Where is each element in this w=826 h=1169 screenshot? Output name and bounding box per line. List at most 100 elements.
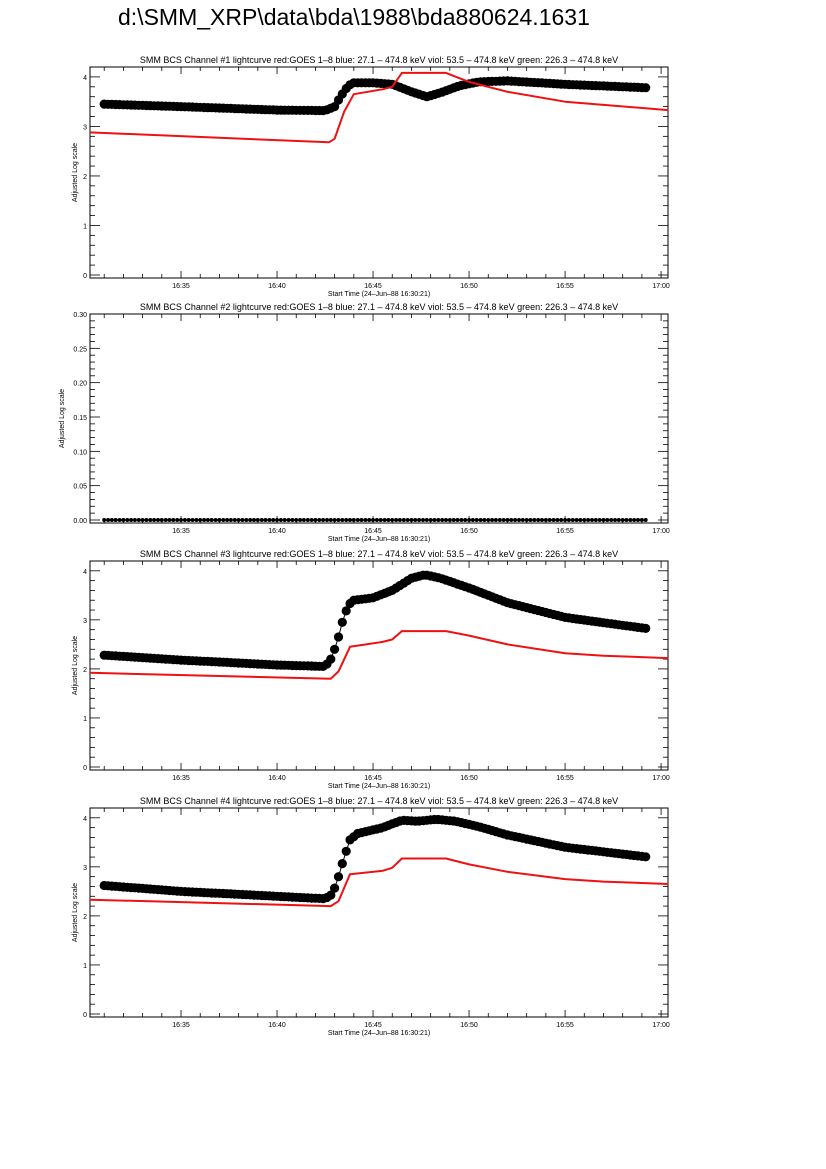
x-tick-label: 16:55	[556, 775, 574, 782]
bcs-data-point	[532, 518, 537, 522]
bcs-data-point	[641, 623, 651, 634]
bcs-data-point	[156, 518, 160, 522]
bcs-data-point	[202, 518, 207, 522]
bcs-data-point	[221, 518, 226, 522]
bcs-data-point	[271, 518, 276, 522]
bcs-data-point	[540, 518, 544, 522]
bcs-data-point	[363, 518, 368, 522]
bcs-data-point	[248, 518, 253, 522]
y-axis-label: Adjusted Log scale	[72, 883, 79, 942]
bcs-data-point	[129, 518, 134, 522]
bcs-data-point	[252, 518, 256, 522]
bcs-data-point	[240, 518, 245, 522]
bcs-data-point	[424, 518, 429, 522]
bcs-data-point	[102, 518, 107, 522]
bcs-data-point	[490, 518, 495, 522]
bcs-data-point	[455, 518, 460, 522]
panel-1: SMM BCS Channel #1 lightcurve red:GOES 1…	[72, 55, 670, 298]
y-tick-label: 0	[83, 273, 87, 280]
bcs-data-point	[432, 518, 437, 522]
x-tick-label: 16:45	[364, 283, 382, 290]
bcs-data-point	[336, 518, 341, 522]
bcs-data-point	[326, 654, 336, 664]
bcs-data-point	[563, 518, 568, 522]
bcs-data-point	[290, 518, 295, 522]
bcs-data-point	[505, 518, 510, 522]
bcs-data-point	[159, 518, 164, 522]
x-tick-label: 16:40	[268, 528, 286, 535]
bcs-data-point	[390, 518, 395, 522]
x-tick-label: 16:40	[268, 775, 286, 782]
bcs-data-point	[117, 518, 122, 522]
y-tick-label: 4	[83, 816, 87, 823]
bcs-data-point	[333, 632, 344, 642]
x-tick-label: 16:45	[364, 775, 382, 782]
bcs-data-point	[520, 518, 525, 522]
bcs-data-point	[417, 518, 422, 522]
y-tick-label: 2	[83, 174, 87, 181]
bcs-data-point	[355, 518, 360, 522]
bcs-data-point	[125, 518, 130, 522]
bcs-data-point	[152, 518, 157, 522]
bcs-data-point	[330, 644, 340, 654]
bcs-data-point	[171, 518, 176, 522]
bcs-data-point	[643, 518, 648, 522]
panel-title: SMM BCS Channel #4 lightcurve red:GOES 1…	[140, 796, 618, 806]
y-axis-label: Adjusted Log scale	[59, 389, 66, 448]
bcs-data-point	[470, 518, 475, 522]
bcs-data-point	[409, 518, 414, 522]
goes-series-line	[89, 630, 669, 680]
x-tick-label: 16:50	[460, 775, 478, 782]
bcs-data-point	[337, 859, 347, 869]
bcs-data-point	[340, 518, 345, 522]
bcs-data-point	[524, 518, 529, 522]
bcs-data-point	[386, 518, 391, 522]
bcs-data-point	[213, 518, 218, 522]
bcs-data-point	[401, 518, 406, 522]
panel-4: SMM BCS Channel #4 lightcurve red:GOES 1…	[72, 796, 670, 1037]
bcs-data-point	[447, 518, 452, 522]
bcs-data-point	[359, 518, 364, 522]
bcs-data-point	[463, 518, 468, 522]
y-tick-label: 1	[83, 716, 87, 723]
bcs-data-point	[428, 518, 433, 522]
x-tick-label: 16:45	[364, 528, 382, 535]
bcs-data-point	[421, 518, 425, 522]
x-tick-label: 16:55	[556, 1022, 574, 1029]
bcs-data-point	[616, 518, 621, 522]
bcs-data-point	[144, 518, 149, 522]
plot-frame	[89, 560, 669, 771]
bcs-data-point	[209, 518, 214, 522]
bcs-data-point	[436, 518, 441, 522]
bcs-data-point	[586, 518, 591, 522]
x-tick-label: 16:35	[172, 283, 190, 290]
bcs-data-point	[444, 518, 448, 522]
bcs-data-point	[566, 518, 571, 522]
x-tick-label: 17:00	[652, 775, 670, 782]
bcs-data-point	[641, 83, 651, 93]
bcs-data-point	[374, 518, 379, 522]
goes-series-line	[89, 71, 669, 144]
x-axis-label: Start Time (24–Jun–88 16:30:21)	[328, 291, 430, 298]
bcs-data-point	[348, 518, 352, 522]
bcs-data-point	[341, 846, 351, 856]
bcs-data-point	[582, 518, 587, 522]
panel-2: SMM BCS Channel #2 lightcurve red:GOES 1…	[59, 302, 670, 543]
bcs-data-point	[179, 518, 183, 522]
x-tick-label: 16:50	[460, 283, 478, 290]
y-tick-label: 0.15	[73, 415, 87, 422]
x-tick-label: 16:35	[172, 1022, 190, 1029]
bcs-data-point	[332, 518, 337, 522]
bcs-data-point	[275, 518, 279, 522]
bcs-data-point	[397, 518, 402, 522]
bcs-data-point	[217, 518, 222, 522]
y-tick-label: 2	[83, 914, 87, 921]
y-tick-label: 2	[83, 667, 87, 674]
y-tick-label: 0	[83, 765, 87, 772]
bcs-data-point	[255, 518, 260, 522]
bcs-data-point	[325, 518, 329, 522]
x-tick-label: 17:00	[652, 283, 670, 290]
bcs-data-point	[555, 518, 560, 522]
bcs-data-point	[337, 617, 347, 627]
y-axis-label: Adjusted Log scale	[72, 143, 79, 202]
